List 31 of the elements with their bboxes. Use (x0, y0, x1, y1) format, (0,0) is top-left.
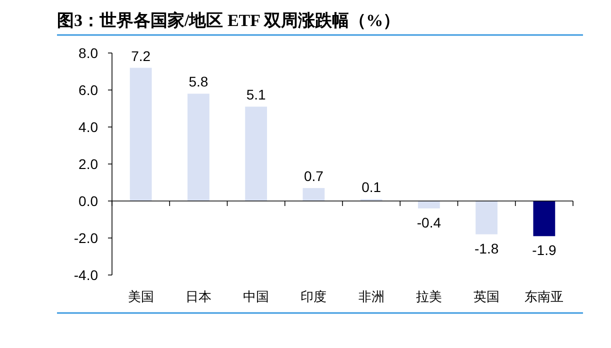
x-tick-label: 拉美 (416, 289, 442, 304)
x-tick-label: 英国 (474, 289, 500, 304)
y-tick-label: 4.0 (78, 119, 98, 135)
bar (245, 106, 268, 201)
x-tick-label: 印度 (300, 289, 327, 304)
x-tick-label: 非洲 (358, 289, 384, 304)
x-tick-label: 美国 (128, 289, 154, 304)
chart-title: 图3：世界各国家/地区 ETF 双周涨跌幅（%） (57, 11, 400, 30)
data-label: 0.7 (304, 168, 324, 184)
bar (130, 68, 152, 201)
data-label: -1.8 (474, 240, 499, 256)
data-label: 7.2 (131, 48, 151, 64)
bar (476, 201, 498, 234)
data-label: 0.1 (362, 179, 382, 196)
bar (302, 188, 325, 201)
x-tick-label: 日本 (185, 289, 212, 304)
data-label: -1.9 (532, 242, 556, 258)
y-tick-label: -4.0 (74, 267, 98, 283)
data-label: -0.4 (416, 214, 442, 230)
bar (533, 201, 556, 236)
x-tick-label: 东南亚 (524, 289, 564, 304)
bar (187, 94, 210, 201)
x-tick-label: 中国 (243, 289, 270, 304)
y-tick-label: 0.0 (78, 193, 98, 209)
bar (418, 201, 440, 208)
data-label: 5.1 (246, 86, 266, 103)
y-tick-label: 6.0 (78, 82, 98, 98)
y-tick-label: -2.0 (74, 230, 98, 246)
data-label: 5.8 (188, 74, 208, 90)
y-tick-label: 2.0 (78, 156, 98, 172)
y-tick-label: 8.0 (78, 45, 98, 61)
